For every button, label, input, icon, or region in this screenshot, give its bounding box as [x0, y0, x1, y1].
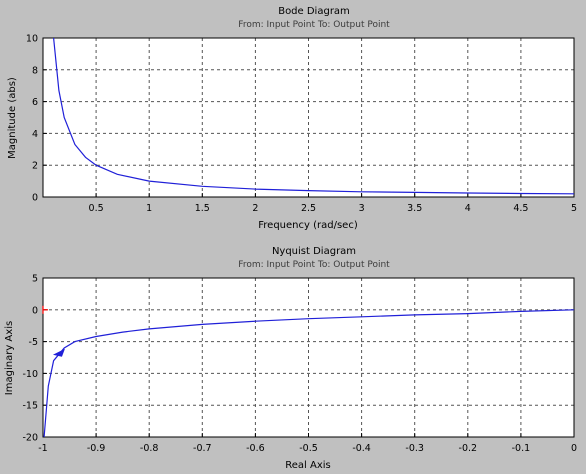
nyquist-xtick-label: -0.5: [299, 443, 318, 454]
nyquist-ytick-label: 5: [32, 274, 38, 285]
bode-ylabel: Magnitude (abs): [7, 77, 18, 159]
bode-xtick-label: 4.5: [513, 203, 528, 214]
bode-xlabel: Frequency (rad/sec): [258, 220, 358, 231]
nyquist-ytick-label: -10: [22, 369, 38, 380]
nyquist-ytick-label: -15: [22, 401, 38, 412]
bode-ytick-label: 2: [32, 161, 38, 172]
bode-ytick-label: 10: [26, 34, 38, 45]
nyquist-title: Nyquist Diagram: [272, 246, 356, 257]
bode-magnitude-line: [53, 38, 574, 195]
bode-title: Bode Diagram: [278, 6, 350, 17]
nyquist-xtick-label: -0.7: [193, 443, 212, 454]
nyquist-xtick-label: -0.1: [512, 443, 531, 454]
nyquist-xtick-label: -0.6: [246, 443, 265, 454]
nyquist-xtick-label: -0.4: [352, 443, 371, 454]
nyquist-xtick-label: 0: [571, 443, 577, 454]
bode-xtick-label: 0.5: [89, 203, 104, 214]
bode-ytick-label: 4: [32, 129, 38, 140]
bode-ytick-label: 0: [32, 193, 38, 204]
bode-ytick-label: 6: [32, 97, 38, 108]
bode-xtick-label: 5: [571, 203, 577, 214]
nyquist-xtick-label: -0.9: [87, 443, 106, 454]
bode-xtick-label: 3.5: [407, 203, 422, 214]
nyquist-plot-area: -1 -0.9 -0.8 -0.7 -0.6 -0.5 -0.4 -0.3 -0.2 -0.1 0 -…: [22, 274, 577, 455]
bode-xtick-label: 3: [359, 203, 365, 214]
nyquist-ytick-label: -5: [29, 337, 38, 348]
nyquist-ytick-label: -20: [22, 433, 38, 444]
nyquist-ylabel: Imaginary Axis: [4, 321, 15, 395]
bode-xtick-label: 4: [465, 203, 471, 214]
bode-xtick-label: 2: [252, 203, 258, 214]
bode-subtitle: From: Input Point To: Output Point: [238, 20, 390, 30]
nyquist-xlabel: Real Axis: [285, 460, 330, 471]
nyquist-xtick-label: -0.3: [405, 443, 424, 454]
bode-xtick-label: 1: [146, 203, 152, 214]
bode-xtick-label: 2.5: [301, 203, 316, 214]
nyquist-direction-arrow: [52, 348, 65, 357]
bode-ytick-label: 8: [32, 65, 38, 76]
nyquist-subtitle: From: Input Point To: Output Point: [238, 260, 390, 270]
nyquist-ytick-label: 0: [32, 305, 38, 316]
nyquist-xtick-label: -0.8: [140, 443, 159, 454]
bode-xtick-label: 1.5: [195, 203, 210, 214]
nyquist-xtick-label: -0.2: [459, 443, 478, 454]
nyquist-xtick-label: -1: [38, 443, 47, 454]
bode-plot-area: 0.5 1 1.5 2 2.5 3 3.5 4 4.5 5 0 2 4 6 8 10: [26, 34, 577, 215]
